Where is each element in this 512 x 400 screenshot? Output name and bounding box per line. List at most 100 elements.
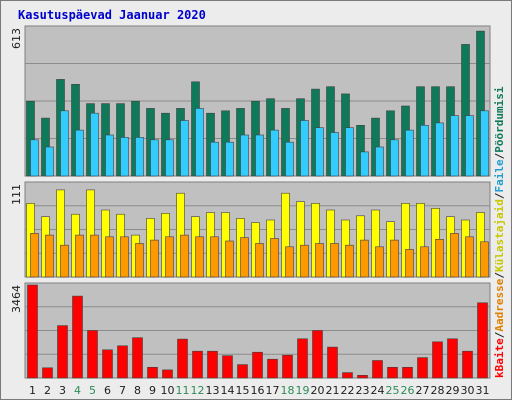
bar-faile-day-3 [60, 110, 69, 177]
bar-kbaite-day-17 [267, 358, 278, 379]
bar-faile-day-21 [330, 132, 339, 177]
bar-kbaite-day-31 [477, 302, 488, 379]
bar-aadresse-day-4 [75, 234, 84, 278]
x-tick-label: 13 [206, 384, 220, 397]
bar-aadresse-day-2 [45, 234, 54, 278]
bar-faile-day-12 [195, 108, 204, 177]
bar-aadresse-day-12 [195, 236, 204, 278]
legend-item-faile: Faile [493, 159, 506, 192]
bar-faile-day-31 [480, 110, 489, 177]
bar-faile-day-9 [150, 139, 159, 177]
x-tick-label: 27 [416, 384, 430, 397]
bar-kbaite-day-21 [327, 346, 338, 379]
bar-aadresse-day-7 [120, 236, 129, 278]
x-tick-label: 15 [236, 384, 250, 397]
bar-faile-day-15 [240, 134, 249, 177]
x-tick-label: 2 [44, 384, 51, 397]
x-tick-label: 20 [311, 384, 325, 397]
bar-faile-day-10 [165, 139, 174, 177]
bar-aadresse-day-22 [345, 244, 354, 278]
bar-aadresse-day-13 [210, 236, 219, 278]
bar-kbaite-day-24 [372, 360, 383, 379]
bar-aadresse-day-11 [180, 234, 189, 278]
bar-aadresse-day-8 [135, 243, 144, 278]
bar-aadresse-day-19 [300, 244, 309, 278]
x-tick-label: 6 [104, 384, 111, 397]
bar-kbaite-day-11 [177, 338, 188, 379]
x-tick-label: 25 [386, 384, 400, 397]
x-tick-label: 18 [281, 384, 295, 397]
x-tick-label: 5 [89, 384, 96, 397]
bar-faile-day-30 [465, 115, 474, 177]
x-tick-label: 14 [221, 384, 235, 397]
bar-faile-day-25 [390, 139, 399, 177]
bar-faile-day-1 [30, 139, 39, 177]
x-tick-label: 11 [176, 384, 190, 397]
legend-separator: / [493, 152, 506, 159]
x-tick-label: 7 [119, 384, 126, 397]
bar-faile-day-29 [450, 115, 459, 177]
legend-item-aadresse: Aadresse [493, 278, 506, 331]
bar-kbaite-day-8 [132, 337, 143, 379]
x-tick-label: 4 [74, 384, 81, 397]
bar-kbaite-day-20 [312, 330, 323, 379]
x-tick-label: 12 [191, 384, 205, 397]
bar-aadresse-day-28 [435, 239, 444, 278]
bar-aadresse-day-15 [240, 237, 249, 278]
bar-aadresse-day-14 [225, 240, 234, 278]
bar-kbaite-day-10 [162, 369, 173, 379]
bar-faile-day-4 [75, 129, 84, 177]
x-tick-label: 10 [161, 384, 175, 397]
x-tick-label: 23 [356, 384, 370, 397]
legend-item-pöördumisi: Pöördumisi [493, 86, 506, 153]
x-tick-label: 30 [461, 384, 475, 397]
bar-faile-day-18 [285, 141, 294, 177]
x-tick-label: 31 [476, 384, 490, 397]
x-tick-label: 16 [251, 384, 265, 397]
x-tick-label: 8 [134, 384, 141, 397]
legend-separator: / [493, 331, 506, 338]
bar-aadresse-day-9 [150, 239, 159, 278]
bar-faile-day-19 [300, 120, 309, 177]
bar-kbaite-day-14 [222, 355, 233, 379]
bar-faile-day-5 [90, 112, 99, 177]
bar-kbaite-day-4 [72, 295, 83, 379]
bar-aadresse-day-25 [390, 239, 399, 278]
bar-kbaite-day-27 [417, 357, 428, 379]
legend-separator: / [493, 272, 506, 279]
bar-faile-day-11 [180, 120, 189, 177]
x-tick-label: 22 [341, 384, 355, 397]
x-tick-label: 3 [59, 384, 66, 397]
bar-faile-day-20 [315, 127, 324, 177]
bar-faile-day-8 [135, 137, 144, 177]
bar-kbaite-day-28 [432, 341, 443, 379]
bar-aadresse-day-3 [60, 244, 69, 278]
x-tick-label: 29 [446, 384, 460, 397]
bar-faile-day-22 [345, 127, 354, 177]
x-tick-label: 1 [29, 384, 36, 397]
bar-kbaite-day-1 [27, 284, 38, 379]
bar-aadresse-day-31 [480, 241, 489, 278]
x-tick-label: 21 [326, 384, 340, 397]
bar-kbaite-day-15 [237, 364, 248, 379]
legend-separator: / [493, 192, 506, 199]
bar-faile-day-13 [210, 141, 219, 177]
bar-faile-day-27 [420, 125, 429, 177]
bar-kbaite-day-29 [447, 338, 458, 379]
bar-faile-day-26 [405, 129, 414, 177]
bar-kbaite-day-30 [462, 350, 473, 379]
bar-kbaite-day-2 [42, 367, 53, 379]
bar-faile-day-2 [45, 146, 54, 177]
bar-kbaite-day-12 [192, 350, 203, 379]
bar-kbaite-day-9 [147, 366, 158, 379]
legend: kBaite/Aadresse/Külastajaid/Faile/Pöördu… [493, 86, 506, 378]
bar-faile-day-24 [375, 146, 384, 177]
bar-faile-day-23 [360, 151, 369, 177]
legend-item-külastajaid: Külastajaid [493, 199, 506, 272]
bar-aadresse-day-30 [465, 236, 474, 278]
x-tick-label: 26 [401, 384, 415, 397]
bar-kbaite-day-23 [357, 374, 368, 379]
bar-kbaite-day-22 [342, 372, 353, 379]
bar-aadresse-day-26 [405, 249, 414, 278]
